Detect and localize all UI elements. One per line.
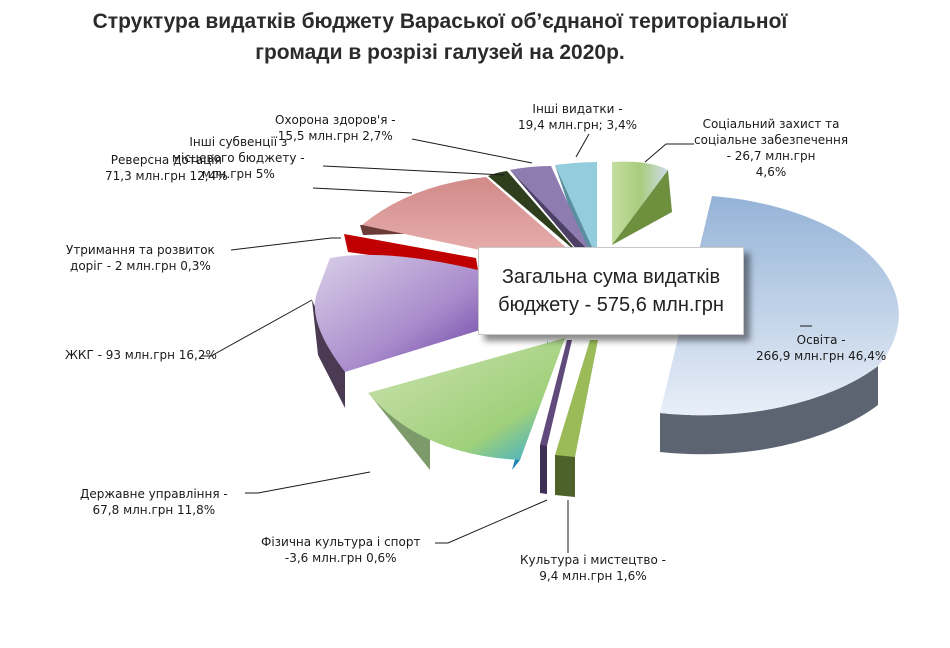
label-zhkg: ЖКГ - 93 млн.грн 16,2% (65, 348, 217, 362)
slice-side-education (660, 366, 878, 455)
leader-social (644, 143, 694, 163)
slice-other-side (555, 165, 597, 258)
leader-zhkg (201, 299, 313, 357)
leader-other (575, 133, 590, 158)
chart-title-line-2: громади в розрізі галузей на 2020р. (255, 41, 625, 64)
chart-title-line-1: Структура видатків бюджету Вараської об’… (92, 10, 788, 33)
label-education: Освіта - 266,9 млн.грн 46,4% (756, 333, 887, 363)
label-subventions: Інші субвенції з місцевого бюджету - млн… (172, 135, 305, 181)
label-social: Соціальний захист та соціальне забезпече… (694, 117, 849, 179)
total-sum-line-1: Загальна сума видатків (501, 266, 721, 288)
chart-title: Структура видатків бюджету Вараської об’… (80, 6, 800, 68)
slice-zhkg (314, 254, 480, 372)
leader-subventions (322, 165, 505, 176)
leader-reverse (312, 187, 413, 194)
total-sum-box: Загальна сума видатків бюджету - 575,6 м… (478, 247, 744, 335)
label-sport: Фізична культура і спорт -3,6 млн.грн 0,… (261, 535, 421, 565)
label-other: Інші видатки - 19,4 млн.грн; 3,4% (518, 102, 638, 132)
slice-roads (344, 234, 478, 270)
slice-gov (368, 338, 565, 460)
leader-gov (245, 471, 371, 494)
leader-health (411, 138, 533, 164)
slice-culture (555, 340, 598, 457)
label-reverse: Реверсна дотація 71,3 млн.грн 12,4% (105, 153, 228, 183)
leader-roads (230, 237, 341, 251)
slice-social (612, 161, 668, 245)
slice-side-culture (555, 455, 575, 497)
label-roads: Утримання та розвиток доріг - 2 млн.грн … (66, 243, 215, 273)
slice-subventions (488, 171, 580, 255)
label-culture: Культура і мистецтво - 9,4 млн.грн 1,6% (520, 553, 666, 583)
total-sum-line-2: бюджету - 575,6 млн.грн (498, 294, 724, 316)
slice-social-side (612, 170, 672, 245)
label-health: Охорона здоров'я - 15,5 млн.грн 2,7% (275, 113, 396, 143)
slice-side-gov (370, 395, 430, 470)
slice-health (510, 166, 590, 252)
slice-other (555, 162, 597, 258)
slice-side-sport (540, 445, 547, 494)
slice-health-side (510, 170, 590, 256)
slice-reverse (362, 177, 578, 258)
slice-sport (540, 340, 572, 446)
leader-sport (435, 499, 548, 544)
label-gov: Державне управління - 67,8 млн.грн 11,8% (80, 487, 228, 517)
